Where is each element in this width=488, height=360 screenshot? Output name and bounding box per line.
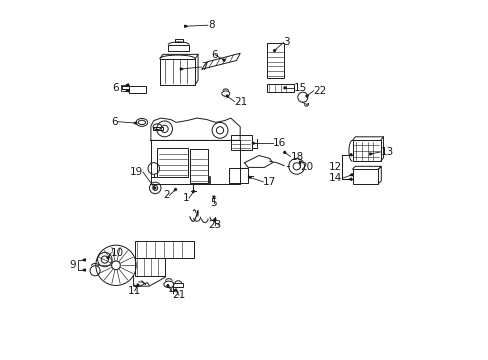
Polygon shape <box>192 190 195 193</box>
Text: 5: 5 <box>210 198 217 208</box>
Bar <box>160 59 195 85</box>
Bar <box>128 86 145 93</box>
Text: 23: 23 <box>208 220 221 230</box>
Polygon shape <box>349 174 352 176</box>
Polygon shape <box>222 59 225 62</box>
Text: 2: 2 <box>163 190 169 200</box>
Polygon shape <box>299 161 301 164</box>
Text: 21: 21 <box>172 290 185 300</box>
Polygon shape <box>82 259 85 261</box>
Polygon shape <box>184 25 187 27</box>
Text: 3: 3 <box>283 37 289 48</box>
Polygon shape <box>134 122 136 124</box>
Polygon shape <box>369 153 371 155</box>
Text: 22: 22 <box>313 86 326 96</box>
Bar <box>266 84 293 92</box>
Polygon shape <box>248 176 251 178</box>
Polygon shape <box>137 284 139 287</box>
Bar <box>352 169 378 184</box>
Polygon shape <box>174 188 177 191</box>
Polygon shape <box>225 95 228 97</box>
Bar <box>173 283 183 287</box>
Bar <box>174 39 182 42</box>
Bar <box>168 45 189 51</box>
Polygon shape <box>284 87 286 89</box>
Bar <box>153 127 163 130</box>
Text: 9: 9 <box>69 260 76 270</box>
Text: 4: 4 <box>168 286 175 296</box>
Text: 6: 6 <box>112 83 119 93</box>
Text: 13: 13 <box>380 147 393 157</box>
Polygon shape <box>106 256 109 259</box>
Text: 15: 15 <box>294 83 307 93</box>
Text: 21: 21 <box>234 96 247 107</box>
Polygon shape <box>82 269 85 271</box>
Text: 8: 8 <box>207 20 214 30</box>
Polygon shape <box>180 68 183 70</box>
Bar <box>134 241 194 258</box>
Text: 17: 17 <box>263 177 276 187</box>
Text: 16: 16 <box>272 138 285 148</box>
Polygon shape <box>273 49 275 52</box>
Polygon shape <box>174 289 176 292</box>
Polygon shape <box>212 196 215 199</box>
Polygon shape <box>348 154 351 156</box>
Text: 12: 12 <box>328 162 341 172</box>
Polygon shape <box>305 95 308 97</box>
Text: 6: 6 <box>111 117 118 127</box>
Polygon shape <box>252 142 254 144</box>
Bar <box>352 140 380 161</box>
Text: 7: 7 <box>201 62 207 72</box>
Bar <box>189 149 208 183</box>
Polygon shape <box>153 186 156 189</box>
Bar <box>157 148 187 177</box>
Bar <box>230 135 251 150</box>
Polygon shape <box>283 151 285 153</box>
Text: 11: 11 <box>128 286 141 296</box>
Text: 20: 20 <box>300 162 313 172</box>
Polygon shape <box>126 84 128 86</box>
Text: 18: 18 <box>290 152 303 162</box>
Text: 14: 14 <box>328 173 342 183</box>
Polygon shape <box>213 219 216 221</box>
Text: 19: 19 <box>129 167 142 177</box>
Bar <box>266 43 284 78</box>
Text: 6: 6 <box>211 50 218 60</box>
Polygon shape <box>348 178 351 180</box>
Text: 10: 10 <box>111 248 124 258</box>
Polygon shape <box>126 90 128 92</box>
Bar <box>229 168 247 183</box>
Bar <box>134 258 165 276</box>
Text: 1: 1 <box>182 193 189 203</box>
Polygon shape <box>166 284 169 287</box>
